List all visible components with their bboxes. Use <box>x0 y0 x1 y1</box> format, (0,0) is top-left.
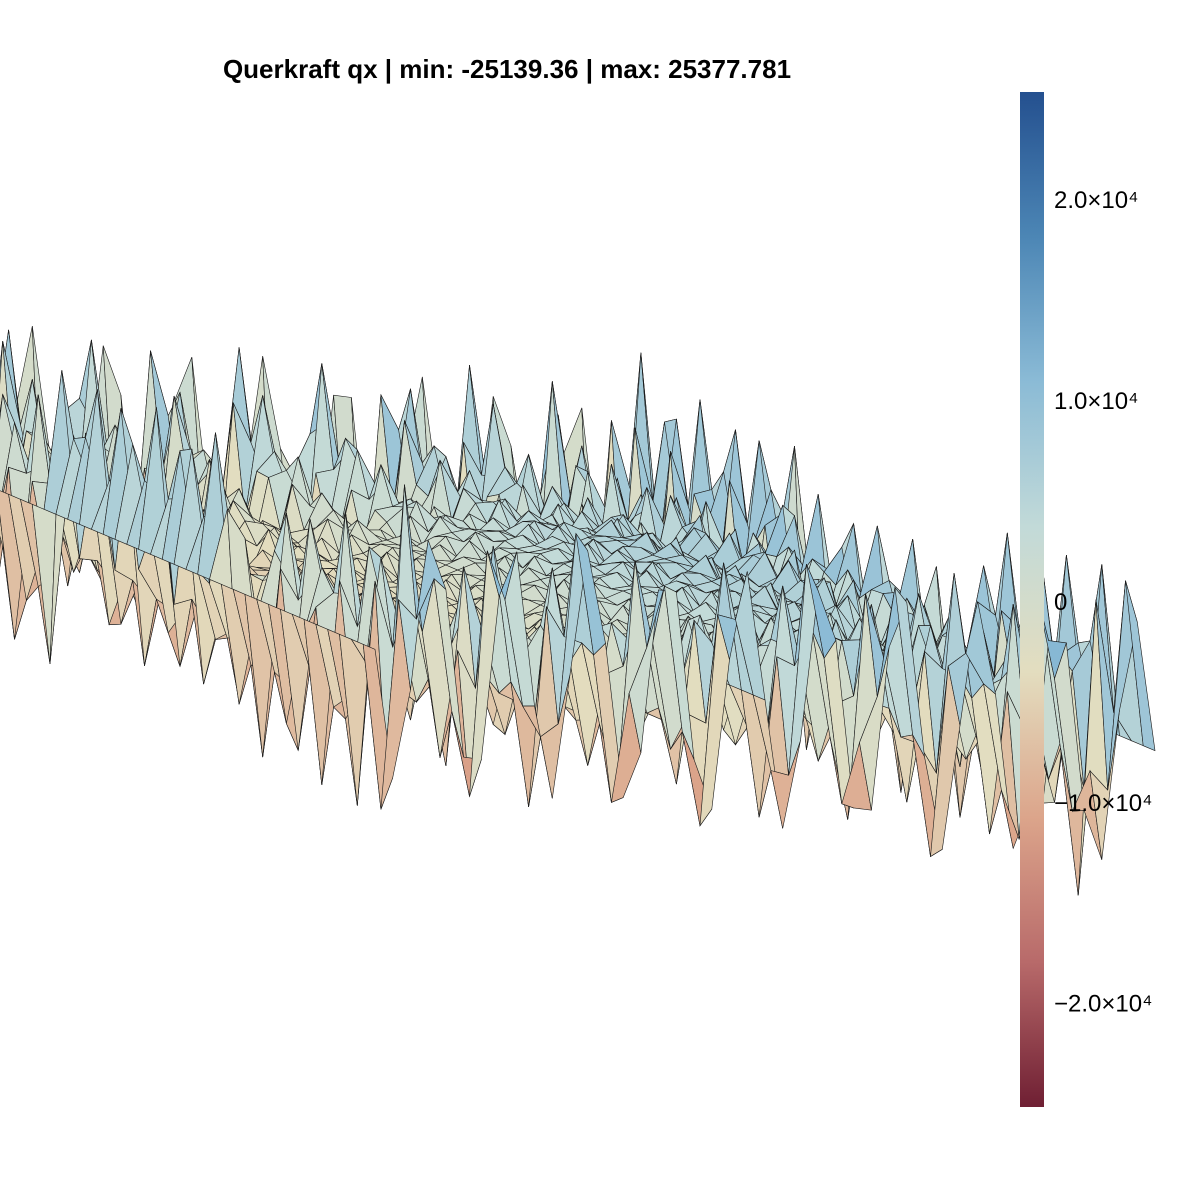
surface-patch <box>1125 580 1156 752</box>
surface-plot <box>0 326 1156 896</box>
colorbar: 2.0×10⁴ 1.0×10⁴ 0 −1.0×10⁴ −2.0×10⁴ <box>1020 92 1152 1107</box>
colorbar-tick-label: 1.0×10⁴ <box>1054 388 1138 415</box>
colorbar-tick-label: 0 <box>1054 589 1067 616</box>
chart-title: Querkraft qx | min: -25139.36 | max: 253… <box>223 54 791 84</box>
colorbar-tick-label: 2.0×10⁴ <box>1054 187 1138 214</box>
colorbar-gradient <box>1020 92 1044 1107</box>
colorbar-tick-label: −2.0×10⁴ <box>1054 991 1152 1018</box>
colorbar-tick-label: −1.0×10⁴ <box>1054 790 1152 817</box>
